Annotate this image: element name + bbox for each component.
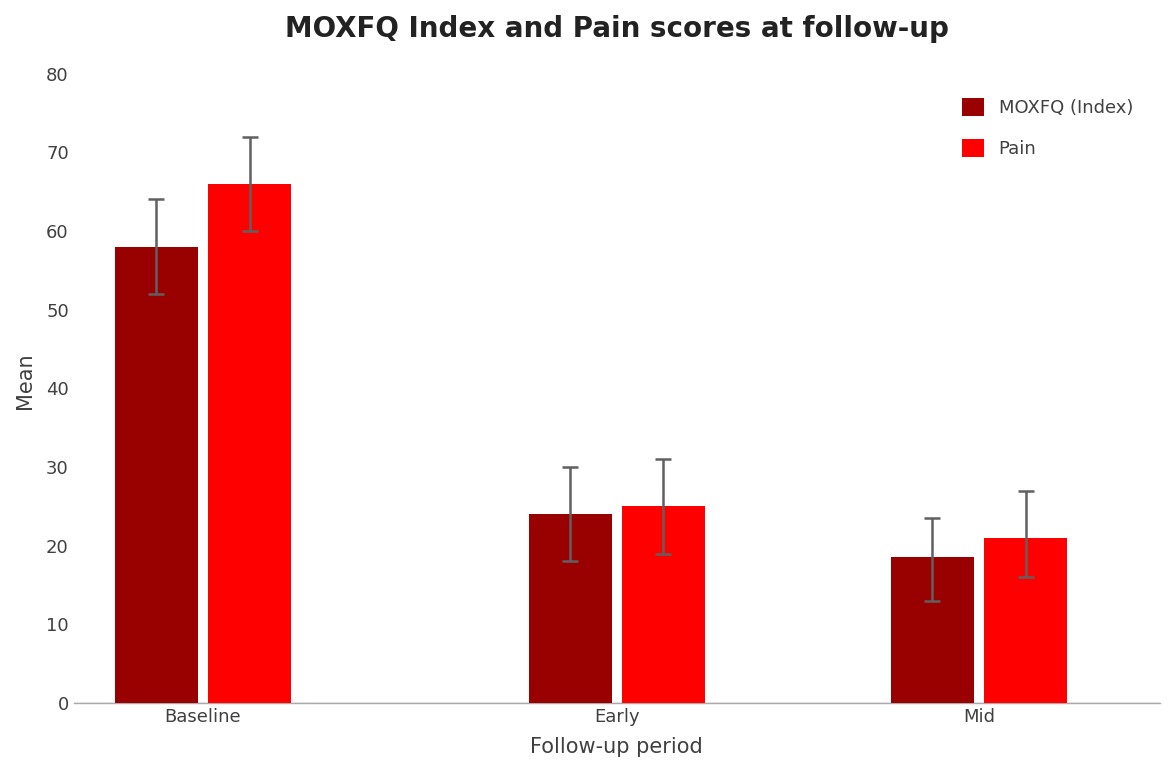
Bar (622, 506, 705, 703)
Bar (891, 557, 974, 703)
Title: MOXFQ Index and Pain scores at follow-up: MOXFQ Index and Pain scores at follow-up (284, 15, 948, 43)
X-axis label: Follow-up period: Follow-up period (530, 737, 703, 757)
Y-axis label: Mean: Mean (15, 352, 35, 408)
Bar (529, 514, 612, 703)
Bar (115, 247, 197, 703)
Bar (208, 184, 291, 703)
Legend: MOXFQ (Index), Pain: MOXFQ (Index), Pain (945, 80, 1152, 176)
Bar (985, 538, 1067, 703)
